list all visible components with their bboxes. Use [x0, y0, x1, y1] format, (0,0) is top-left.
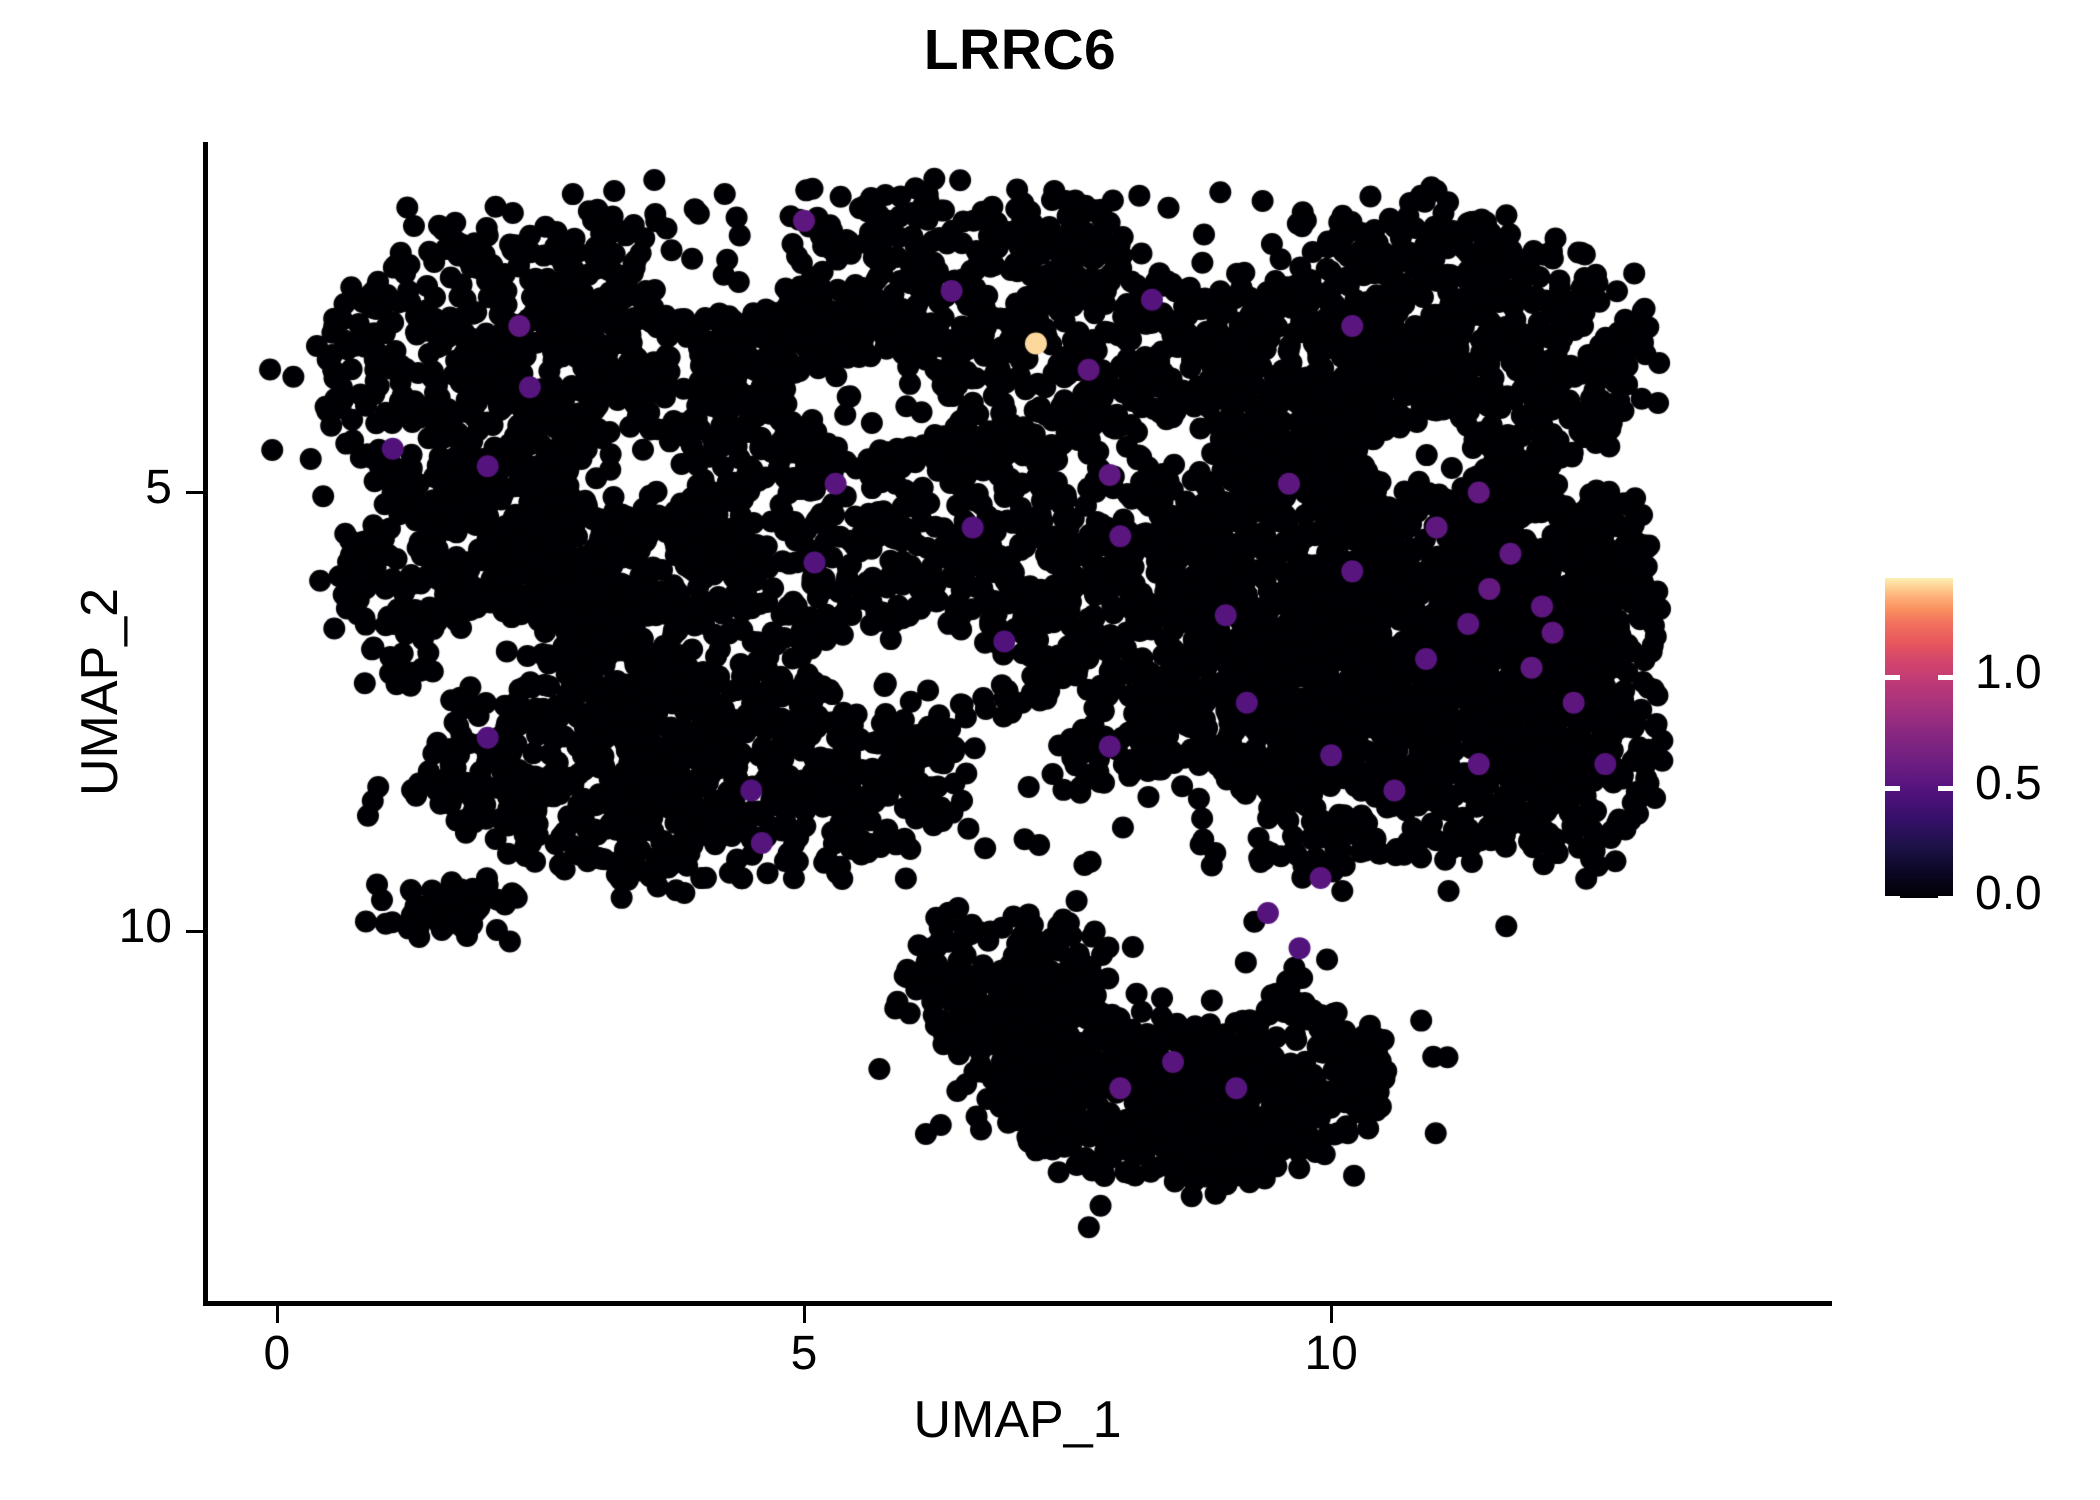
x-axis-ticklabel-5: 5: [790, 1327, 818, 1380]
color-legend: 1.0 0.5 0.0: [1885, 578, 2095, 920]
y-axis-tick-5: [186, 491, 203, 495]
colorbar-tick-0.5-right: [1938, 785, 1953, 791]
colorbar-label-0.5: 0.5: [1975, 756, 2042, 810]
x-axis-label: UMAP_1: [913, 1391, 1122, 1449]
colorbar-tick-1.0-left: [1885, 675, 1900, 681]
colorbar-label-0.0: 0.0: [1975, 867, 2042, 920]
y-axis-ticklabel-10: 10: [118, 899, 172, 953]
colorbar-gradient: [1885, 578, 1953, 898]
y-axis-label: UMAP_2: [71, 587, 129, 797]
colorbar-tick-0.5-left: [1885, 785, 1900, 791]
x-axis-ticklabel-0: 0: [263, 1327, 291, 1380]
colorbar-tick-1.0-right: [1938, 675, 1953, 681]
y-axis-tick-10: [186, 929, 203, 933]
colorbar-tick-0.0-right: [1938, 896, 1953, 901]
page-title: LRRC6: [923, 18, 1117, 82]
scatter-plot-area: [203, 142, 1832, 1303]
x-axis-tick-5: [802, 1306, 806, 1323]
x-axis-ticklabel-10: 10: [1304, 1327, 1358, 1380]
x-axis-tick-0: [275, 1306, 279, 1323]
colorbar-tick-0.0-left: [1885, 896, 1900, 901]
scatter-canvas: [203, 142, 1832, 1303]
x-axis-tick-10: [1330, 1306, 1334, 1323]
x-axis-line: [203, 1301, 1832, 1306]
colorbar-label-1.0: 1.0: [1975, 646, 2042, 700]
y-axis-ticklabel-5: 5: [145, 461, 172, 515]
